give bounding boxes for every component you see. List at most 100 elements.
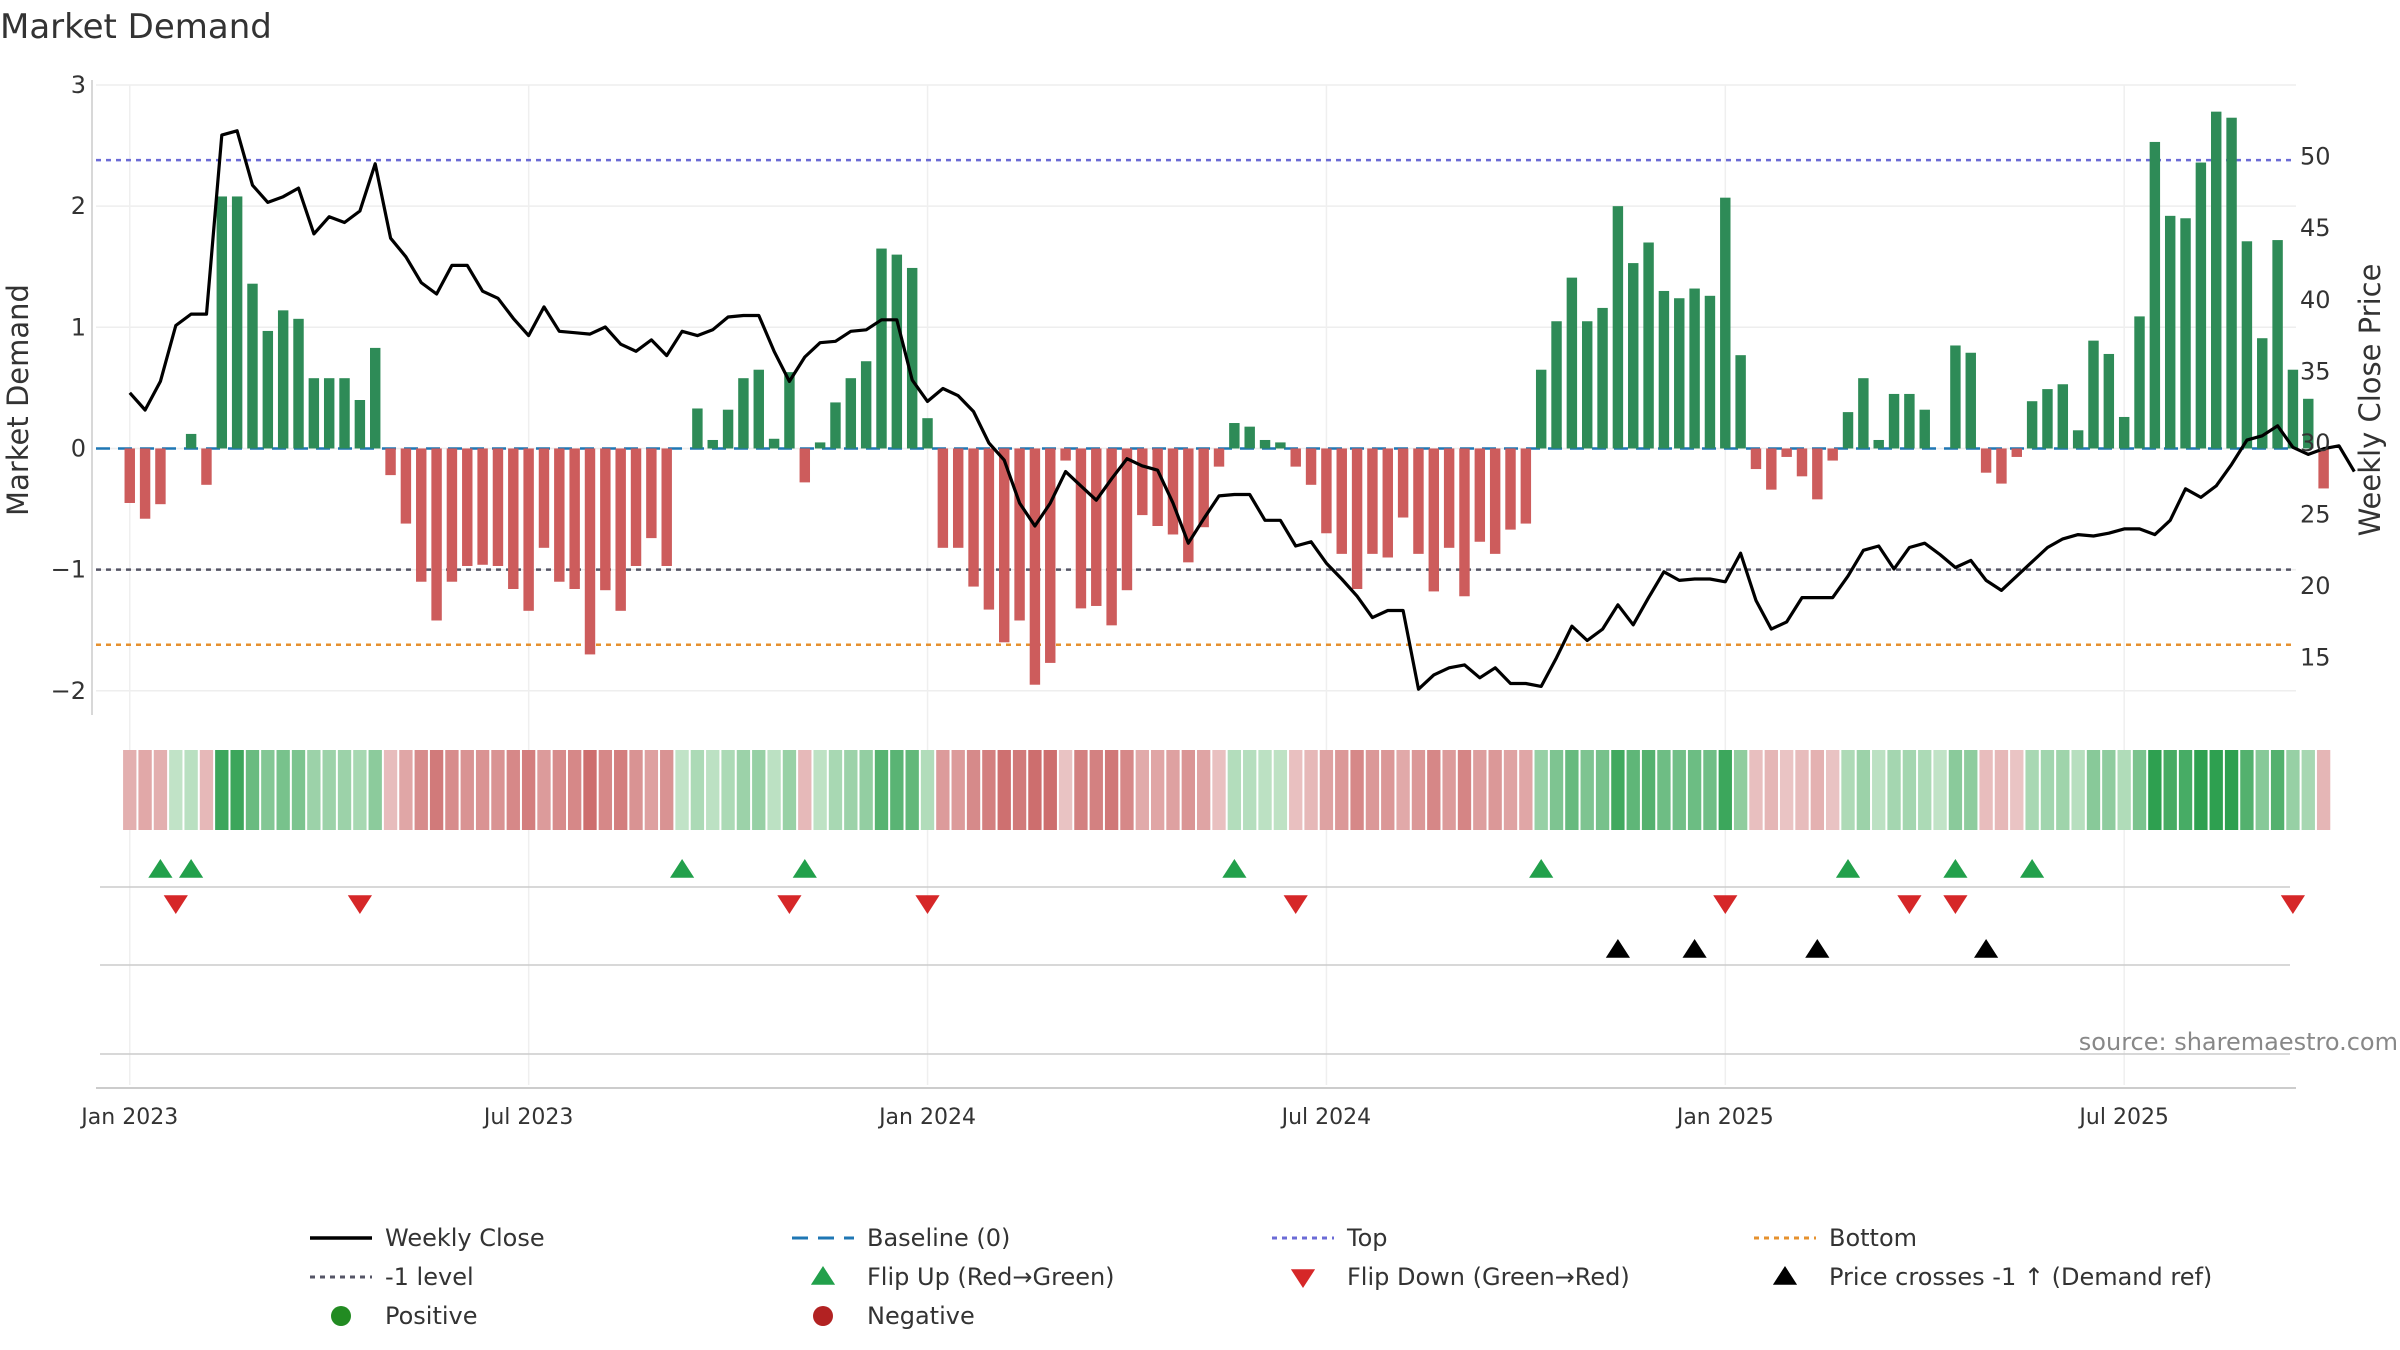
strip-cell (1243, 750, 1257, 830)
strip-cell (2224, 750, 2239, 830)
flip-down-marker (1713, 895, 1738, 914)
strip-cell (966, 750, 981, 830)
demand-bar (2164, 215, 2176, 449)
demand-bar (1842, 412, 1854, 449)
demand-bar (814, 442, 826, 449)
strip-cell (1534, 750, 1548, 830)
legend-item: Weekly Close (310, 1224, 545, 1252)
strip-cell (1672, 750, 1686, 830)
demand-bar (1781, 448, 1792, 457)
strip-cell (2148, 750, 2162, 830)
strip-cell (2240, 750, 2254, 830)
demand-bar (1152, 448, 1163, 526)
legend-label: Flip Down (Green→Red) (1347, 1263, 1630, 1291)
demand-bar (523, 448, 534, 611)
strip-cell (736, 750, 751, 830)
demand-bar (1045, 448, 1056, 663)
strip-cell (598, 750, 613, 830)
strip-cell (1365, 750, 1380, 830)
demand-bar (2272, 240, 2283, 449)
legend-label: Weekly Close (385, 1224, 545, 1252)
demand-bar (431, 448, 442, 621)
strip-cell (2286, 750, 2300, 830)
demand-bar (1367, 448, 1378, 554)
strip-cell (2102, 750, 2116, 830)
demand-bar (2226, 117, 2237, 449)
demand-bar (830, 402, 841, 449)
demand-bar (308, 378, 320, 449)
strip-cell (1841, 750, 1855, 830)
strip-cell (1442, 750, 1456, 830)
flip-up-marker (792, 859, 817, 878)
strip-cell (1749, 750, 1763, 830)
strip-cell (1856, 750, 1871, 830)
demand-bar (1213, 448, 1225, 467)
demand-bar (277, 310, 289, 449)
strip-cell (1319, 750, 1334, 830)
strip-cell (782, 750, 797, 830)
demand-heat-strip (123, 750, 2331, 830)
demand-bar (416, 448, 427, 582)
demand-bar (2026, 401, 2038, 449)
y-tick-label-right: 15 (2300, 644, 2331, 672)
strip-cell (920, 750, 935, 830)
strip-cell (322, 750, 336, 830)
demand-bar (1720, 197, 1731, 449)
demand-bar (1888, 393, 1900, 449)
demand-bar (1397, 448, 1409, 518)
strip-cell (353, 750, 367, 830)
demand-bar (339, 378, 350, 449)
y-tick-label-right: 45 (2300, 214, 2331, 242)
strip-cell (1641, 750, 1656, 830)
strip-cell (1227, 750, 1242, 830)
demand-bar (738, 378, 749, 449)
strip-cell (1396, 750, 1410, 830)
strip-cell (1289, 750, 1303, 830)
strip-cell (1887, 750, 1901, 830)
demand-bar (462, 448, 473, 566)
y-tick-label-right: 30 (2300, 429, 2331, 457)
strip-cell (706, 750, 720, 830)
strip-cell (123, 750, 137, 830)
grid-layer (96, 84, 2296, 1085)
strip-cell (767, 750, 781, 830)
demand-bar (906, 267, 918, 449)
demand-bar (1505, 448, 1516, 530)
demand-bar (477, 448, 488, 565)
strip-cell (261, 750, 275, 830)
flip-down-marker (777, 895, 802, 914)
y-tick-label-left: −2 (51, 677, 86, 705)
strip-cell (2255, 750, 2269, 830)
demand-bars (124, 111, 2329, 685)
demand-bar (1060, 448, 1071, 461)
y-tick-label-right: 50 (2300, 143, 2331, 171)
x-tick-label: Jul 2024 (1280, 1105, 1372, 1130)
strip-cell (521, 750, 536, 830)
legend-label: Top (1346, 1224, 1388, 1252)
strip-cell (1902, 750, 1917, 830)
strip-cell (874, 750, 889, 830)
demand-bar (1336, 448, 1347, 554)
demand-bar (2241, 241, 2253, 449)
demand-bar (1259, 439, 1271, 449)
demand-bar (2011, 448, 2022, 457)
demand-bar (600, 448, 611, 591)
demand-bar (1996, 448, 2007, 484)
demand-bar (231, 196, 243, 449)
demand-bar (968, 448, 979, 587)
legend-swatch (331, 1306, 351, 1326)
strip-cell (1687, 750, 1702, 830)
strip-cell (905, 750, 919, 830)
flip-up-marker (1943, 859, 1968, 878)
demand-bar (323, 378, 335, 449)
x-tick-label: Jan 2025 (1675, 1105, 1774, 1130)
demand-bar (753, 369, 764, 449)
demand-bar (615, 448, 626, 611)
strip-cell (1948, 750, 1963, 830)
demand-bar (2303, 398, 2314, 449)
strip-cell (1488, 750, 1502, 830)
flip-down-marker (915, 895, 940, 914)
demand-bar (1704, 295, 1716, 449)
legend-label: Bottom (1829, 1224, 1917, 1252)
demand-bar (400, 448, 412, 524)
